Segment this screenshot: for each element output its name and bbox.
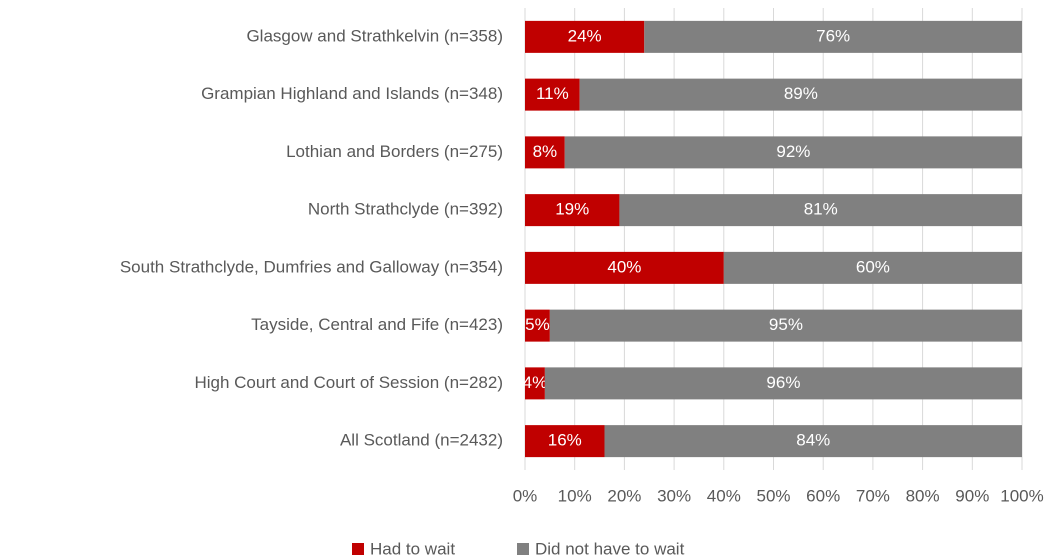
data-label: 11% xyxy=(536,84,569,103)
bar-segment xyxy=(525,20,645,53)
data-label: 60% xyxy=(856,257,890,276)
bar-segment xyxy=(525,251,724,284)
bar-segment xyxy=(544,367,1022,400)
legend-label: Had to wait xyxy=(370,539,455,558)
data-label: 92% xyxy=(776,142,810,161)
y-tick-label: Tayside, Central and Fife (n=423) xyxy=(251,315,503,334)
y-tick-label: Grampian Highland and Islands (n=348) xyxy=(201,84,503,103)
x-tick-label: 30% xyxy=(657,486,691,505)
x-tick-label: 40% xyxy=(707,486,741,505)
x-tick-label: 0% xyxy=(513,486,538,505)
data-label: 81% xyxy=(804,200,838,219)
data-label: 89% xyxy=(784,84,818,103)
data-label: 8% xyxy=(533,142,558,161)
legend-label: Did not have to wait xyxy=(535,539,685,558)
y-tick-label: High Court and Court of Session (n=282) xyxy=(194,373,503,392)
x-tick-label: 60% xyxy=(806,486,840,505)
bar-segment xyxy=(525,309,550,342)
y-tick-label: Glasgow and Strathkelvin (n=358) xyxy=(246,26,503,45)
legend-swatch xyxy=(517,543,529,555)
x-tick-label: 90% xyxy=(955,486,989,505)
bar-segment xyxy=(644,20,1022,53)
x-tick-label: 10% xyxy=(558,486,592,505)
bar-segment xyxy=(723,251,1022,284)
data-label: 76% xyxy=(816,26,850,45)
data-label: 16% xyxy=(548,431,582,450)
data-label: 5% xyxy=(525,315,550,334)
bar-segment xyxy=(525,425,605,458)
data-label: 19% xyxy=(555,200,589,219)
data-label: 4% xyxy=(523,373,548,392)
x-tick-label: 50% xyxy=(756,486,790,505)
bar-segment xyxy=(525,136,565,169)
bar-segment xyxy=(549,309,1022,342)
data-label: 40% xyxy=(607,257,641,276)
data-label: 96% xyxy=(766,373,800,392)
x-tick-label: 80% xyxy=(906,486,940,505)
bar-segment xyxy=(619,194,1022,227)
y-tick-label: All Scotland (n=2432) xyxy=(340,431,503,450)
bar-segment xyxy=(579,78,1022,111)
x-tick-label: 100% xyxy=(1000,486,1043,505)
bar-segment xyxy=(525,78,580,111)
y-tick-label: Lothian and Borders (n=275) xyxy=(286,142,503,161)
y-tick-label: South Strathclyde, Dumfries and Galloway… xyxy=(120,257,503,276)
data-label: 95% xyxy=(769,315,803,334)
x-tick-label: 70% xyxy=(856,486,890,505)
bar-segment xyxy=(564,136,1022,169)
bar-segment xyxy=(604,425,1022,458)
data-label: 24% xyxy=(568,26,602,45)
legend-swatch xyxy=(352,543,364,555)
x-tick-label: 20% xyxy=(607,486,641,505)
data-label: 84% xyxy=(796,431,830,450)
y-tick-label: North Strathclyde (n=392) xyxy=(308,200,503,219)
bar-segment xyxy=(525,194,620,227)
bar-segment xyxy=(525,367,545,400)
